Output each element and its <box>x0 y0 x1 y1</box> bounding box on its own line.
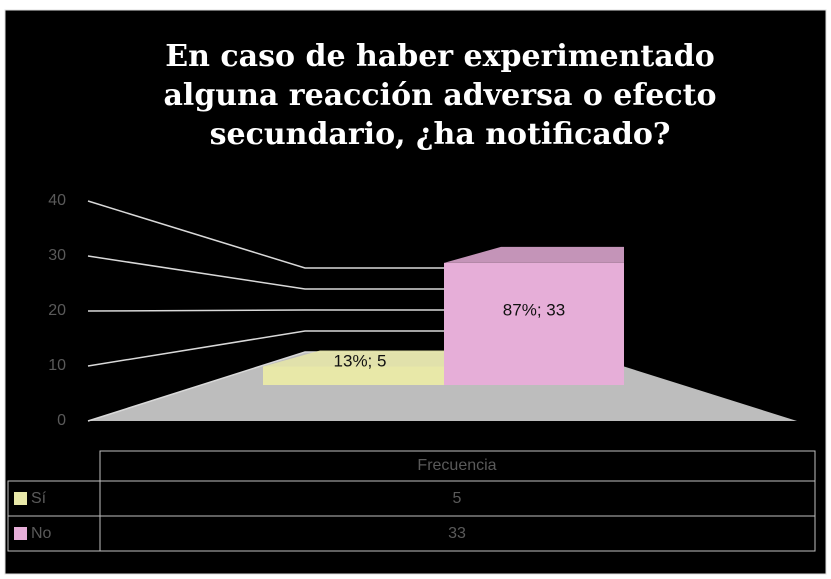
legend-label: No <box>31 525 52 542</box>
data-label: 87%; 33 <box>503 300 565 319</box>
y-tick-label: 0 <box>57 412 66 429</box>
bar <box>263 350 444 385</box>
table-value: 33 <box>448 525 466 542</box>
table-category: Frecuencia <box>417 457 496 474</box>
table-value: 5 <box>453 490 462 507</box>
y-tick-label: 40 <box>48 192 66 209</box>
chart-title: En caso de haber experimentado alguna rea… <box>163 39 716 152</box>
legend-key <box>14 492 27 505</box>
bar-top <box>263 350 444 367</box>
bar <box>444 246 624 385</box>
bar-top <box>444 246 624 263</box>
y-tick-label: 30 <box>48 247 66 264</box>
bar-front <box>263 366 444 385</box>
legend-key <box>14 527 27 540</box>
y-tick-label: 20 <box>48 302 66 319</box>
bar-front <box>444 262 624 385</box>
table-value-cell <box>99 515 816 552</box>
data-label: 13%; 5 <box>334 351 387 370</box>
y-tick-label: 10 <box>48 357 66 374</box>
legend-label: Sí <box>31 490 47 507</box>
chart-area <box>4 9 827 575</box>
